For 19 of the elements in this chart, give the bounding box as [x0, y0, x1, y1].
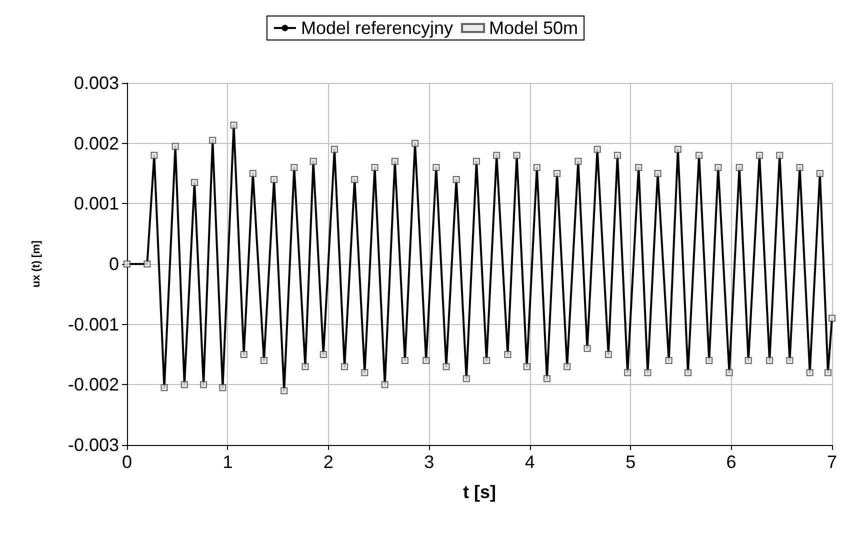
x-tick-label: 4 [524, 452, 535, 472]
y-tick-label: -0.002 [68, 374, 119, 395]
legend-label: Model referencyjny [300, 18, 454, 38]
y-tick-label: 0.001 [74, 194, 119, 214]
y-tick-label: 0 [108, 254, 119, 274]
y-tick-label: 0.003 [74, 73, 119, 93]
y-tick-label: 0.002 [74, 133, 119, 154]
x-tick-label: 0 [122, 452, 132, 472]
x-tick-label: 2 [323, 452, 334, 472]
x-tick-label: 1 [222, 452, 233, 472]
x-axis-title: t [s] [463, 482, 496, 502]
x-tick-label: 7 [826, 452, 838, 472]
y-tick-label: -0.003 [68, 435, 119, 455]
x-tick-label: 3 [424, 452, 434, 472]
x-tick-label: 6 [726, 452, 736, 472]
y-tick-label: -0.001 [68, 314, 119, 334]
legend-label: Model 50m [489, 18, 578, 38]
y-axis-title: ux (t) [m] [30, 240, 42, 288]
x-tick-label: 5 [626, 452, 636, 472]
